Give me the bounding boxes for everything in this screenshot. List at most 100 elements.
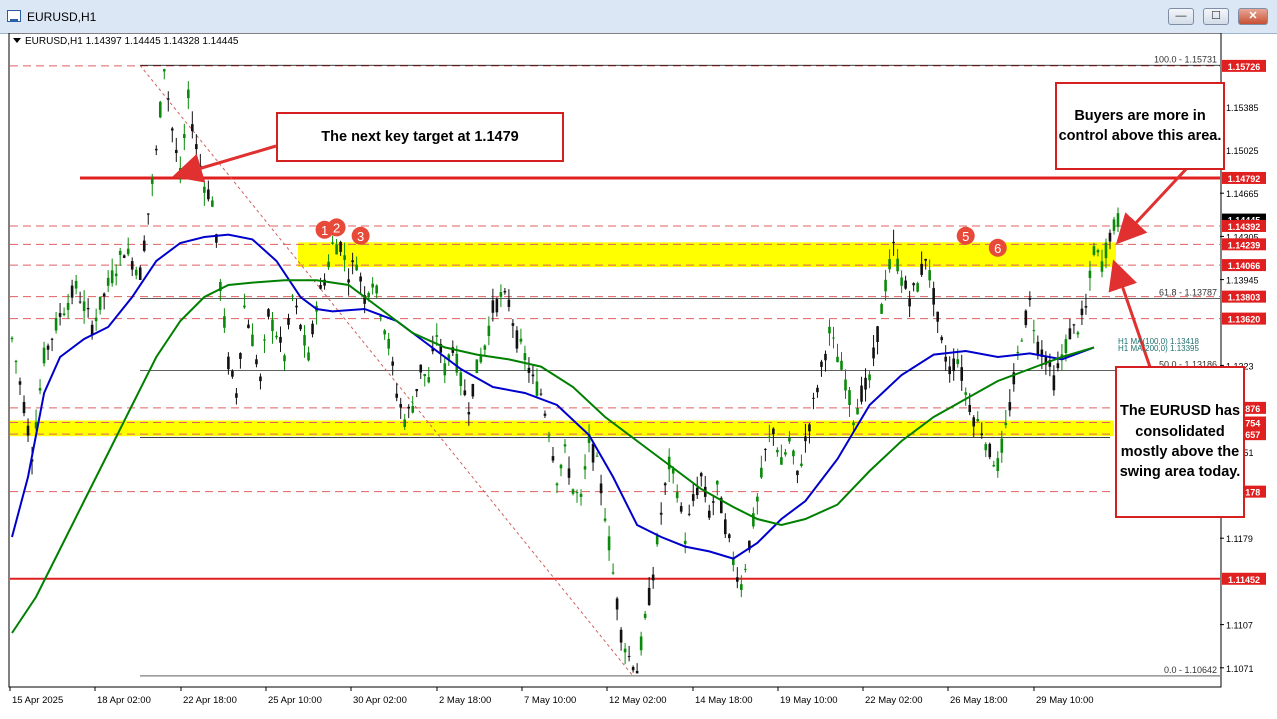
candle-body	[559, 464, 563, 469]
candle-body	[359, 276, 362, 282]
x-tick-label: 2 May 18:00	[439, 695, 491, 706]
candle-body	[150, 178, 154, 184]
candle-body	[736, 577, 739, 582]
candle-body	[595, 455, 599, 457]
candle-body	[748, 540, 751, 550]
y-tick-label: 1.14305	[1226, 232, 1259, 242]
candle-body	[215, 234, 218, 243]
candle-body	[551, 456, 555, 461]
price-label-box	[1222, 59, 1266, 72]
header-dropdown-icon[interactable]	[13, 38, 21, 43]
candle-body	[904, 280, 907, 289]
candle-body	[66, 302, 70, 310]
candle-body	[126, 248, 130, 255]
price-label-box	[1222, 572, 1266, 585]
price-label-text: 1.14239	[1228, 240, 1261, 250]
minimize-button[interactable]: —	[1168, 8, 1194, 25]
candle-body	[1064, 339, 1068, 353]
candle-body	[211, 200, 214, 207]
candle-body	[1032, 330, 1036, 332]
candle-body	[547, 435, 551, 437]
candle-body	[459, 372, 463, 386]
x-tick-label: 19 May 10:00	[780, 695, 838, 706]
candle-body	[571, 489, 575, 494]
candle-body	[659, 512, 663, 515]
candle-body	[888, 259, 891, 270]
x-tick-label: 26 May 18:00	[950, 695, 1008, 706]
candle-body	[908, 298, 911, 307]
candle-body	[860, 385, 863, 402]
close-button[interactable]: ✕	[1238, 8, 1268, 25]
candle-body	[1048, 360, 1052, 367]
candle-body	[70, 285, 74, 298]
candle-body	[912, 283, 915, 286]
x-tick-label: 15 Apr 2025	[12, 695, 63, 706]
candle-body	[856, 408, 859, 415]
candle-body	[62, 313, 66, 316]
candle-body	[643, 613, 647, 618]
candle-body	[54, 318, 58, 331]
candle-body	[419, 364, 423, 373]
candle-body	[447, 354, 451, 360]
candle-body	[687, 513, 691, 515]
candle-body	[711, 501, 715, 503]
price-chart[interactable]: 100.0 - 1.15731 61.8 - 1.13787 50.0 - 1.13…	[0, 33, 1277, 719]
candle-body	[707, 510, 711, 518]
candle-body	[607, 536, 611, 551]
candle-body	[996, 458, 1000, 472]
candle-body	[864, 377, 867, 390]
candle-body	[507, 299, 511, 307]
candle-body	[671, 468, 675, 474]
candle-body	[744, 568, 747, 570]
candle-body	[836, 356, 839, 363]
price-label-box	[1222, 290, 1266, 303]
candle-body	[183, 134, 186, 139]
chart-window-icon	[7, 10, 21, 22]
candle-body	[243, 305, 246, 308]
candle-body	[928, 270, 931, 281]
candle-body	[323, 279, 326, 286]
candle-body	[335, 245, 338, 255]
candle-body	[840, 360, 843, 370]
y-tick-label: 1.1179	[1226, 534, 1253, 544]
candle-body	[375, 285, 378, 294]
candle-body	[1072, 324, 1076, 326]
candle-body	[142, 240, 146, 251]
maximize-button[interactable]: ☐	[1203, 8, 1229, 25]
fib-trendline	[139, 64, 634, 677]
candle-body	[639, 636, 643, 651]
candle-body	[271, 319, 274, 332]
price-label-box	[1222, 171, 1266, 184]
candle-body	[784, 452, 787, 455]
candle-body	[1020, 340, 1024, 342]
candle-body	[1008, 402, 1012, 411]
candle-body	[367, 292, 370, 298]
candle-body	[34, 422, 38, 429]
moving-average-line	[11, 279, 1095, 634]
candle-body	[1068, 328, 1072, 340]
candle-body	[768, 436, 771, 438]
x-tick-label: 30 Apr 02:00	[353, 695, 407, 706]
candle-body	[651, 574, 655, 581]
candle-body	[455, 353, 459, 373]
swing-marker-label: 6	[994, 241, 1001, 256]
candle-body	[824, 353, 827, 361]
candle-body	[675, 491, 679, 499]
candle-body	[960, 367, 964, 381]
candle-body	[475, 359, 479, 373]
x-tick-label: 22 Apr 18:00	[183, 695, 237, 706]
candle-body	[820, 361, 823, 367]
candle-body	[679, 506, 683, 512]
swing-marker-label: 3	[357, 229, 364, 244]
candle-body	[50, 338, 54, 340]
candle-body	[756, 496, 759, 502]
x-tick-label: 22 May 02:00	[865, 695, 923, 706]
candle-body	[395, 393, 398, 398]
y-tick-label: 1.15025	[1226, 146, 1259, 156]
y-tick-label: 1.1071	[1226, 664, 1254, 674]
candle-body	[207, 189, 210, 200]
candle-body	[219, 281, 222, 292]
price-label-text: 1.14066	[1228, 261, 1261, 271]
y-tick-label: 1.14665	[1226, 189, 1259, 199]
candle-body	[968, 404, 972, 413]
